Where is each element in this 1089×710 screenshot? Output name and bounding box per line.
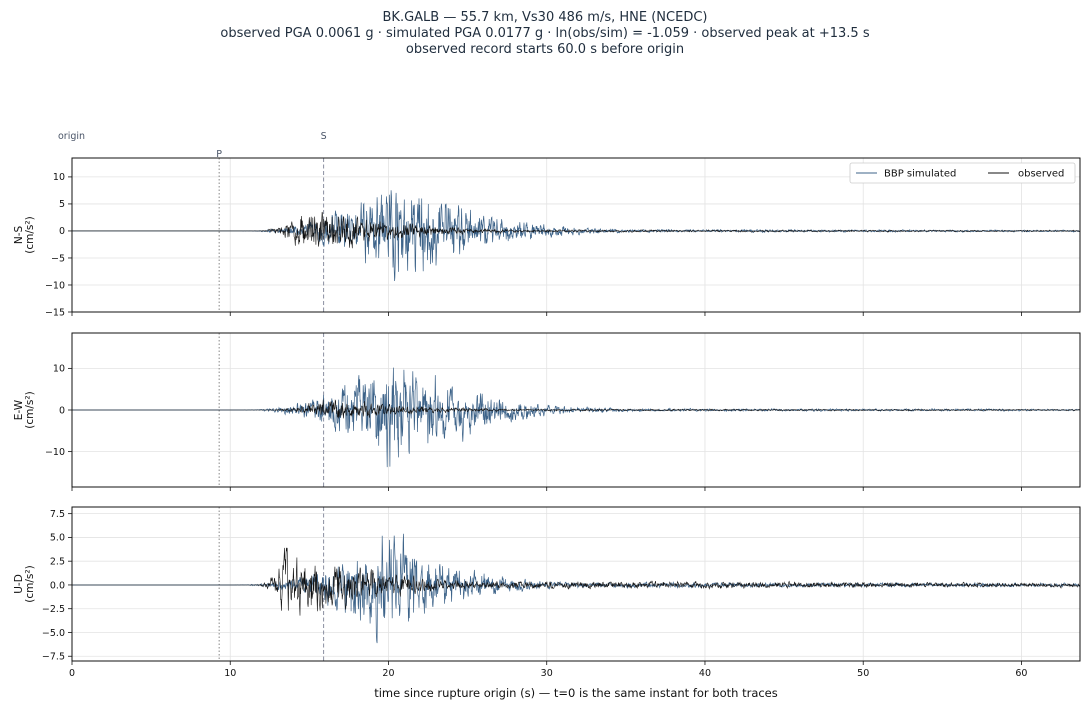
x-axis-label: time since rupture origin (s) — t=0 is t…: [374, 686, 778, 700]
y-tick-label: 10: [53, 172, 65, 183]
y-tick-label: −5: [51, 253, 65, 264]
panel-frame: [71, 157, 1081, 313]
y-axis-label-component: N-S: [13, 226, 25, 245]
panel-ud: −7.5 −5.0 −2.5 0.0 2.5 5.0 7.5 0 10 20 30 40 50 60 U-D…: [13, 506, 1081, 679]
y-tick-label: −15: [45, 307, 65, 318]
y-tick-label: −7.5: [42, 652, 65, 663]
legend: BBP simulated observed: [849, 162, 1076, 184]
figure-title: BK.GALB — 55.7 km, Vs30 486 m/s, HNE (NC…: [220, 10, 869, 57]
simulated-trace-ew: [72, 367, 1080, 468]
y-tick-label: 0: [59, 405, 65, 416]
y-tick-label: −10: [45, 447, 65, 458]
observed-trace-ud: [72, 547, 1080, 616]
x-tick-label: 0: [69, 668, 75, 679]
legend-box: [849, 162, 1076, 184]
title-line-1: BK.GALB — 55.7 km, Vs30 486 m/s, HNE (NC…: [383, 10, 708, 25]
simulated-trace-ud: [72, 533, 1080, 644]
y-axis-label-ew: E-W(cm/s²): [13, 391, 36, 428]
p-arrival-label: P: [216, 149, 222, 160]
x-tick-label: 50: [857, 668, 869, 679]
y-tick-label: 0: [59, 226, 65, 237]
origin-marker-label: origin: [58, 131, 85, 142]
panel-frame: [71, 506, 1081, 662]
s-arrival-label: S: [321, 131, 327, 142]
x-tick-label: 30: [541, 668, 553, 679]
y-tick-label: 10: [53, 364, 65, 375]
x-tick-label: 10: [224, 668, 236, 679]
legend-label-observed: observed: [1018, 169, 1064, 180]
observed-trace-ew: [72, 399, 1080, 419]
title-line-3: observed record starts 60.0 s before ori…: [406, 42, 684, 57]
y-tick-label: −5.0: [42, 628, 65, 639]
y-tick-label: 2.5: [50, 556, 65, 567]
y-axis-label-unit: (cm/s²): [24, 565, 36, 602]
y-axis-label-ns: N-S(cm/s²): [13, 216, 36, 253]
y-axis-label-component: E-W: [13, 399, 25, 420]
legend-label-simulated: BBP simulated: [884, 169, 956, 180]
y-axis-label-component: U-D: [13, 574, 25, 594]
panel-ew: −10 0 10 E-W(cm/s²): [13, 332, 1081, 491]
y-tick-label: 5: [59, 199, 65, 210]
panel-ns: −15 −10 −5 0 5 10 N-S(cm/s²) BBP simulated obser…: [13, 157, 1081, 318]
x-tick-label: 20: [382, 668, 394, 679]
y-tick-label: −2.5: [42, 604, 65, 615]
y-tick-label: −10: [45, 280, 65, 291]
x-tick-label: 40: [699, 668, 711, 679]
x-tick-label: 60: [1015, 668, 1027, 679]
title-line-2: observed PGA 0.0061 g · simulated PGA 0.…: [220, 26, 869, 41]
y-tick-label: 0.0: [50, 580, 65, 591]
observed-trace-ns: [72, 211, 1080, 249]
y-axis-label-unit: (cm/s²): [24, 216, 36, 253]
y-tick-label: 7.5: [50, 509, 65, 520]
y-axis-label-unit: (cm/s²): [24, 391, 36, 428]
y-tick-label: 5.0: [50, 533, 65, 544]
y-axis-label-ud: U-D(cm/s²): [13, 565, 36, 602]
